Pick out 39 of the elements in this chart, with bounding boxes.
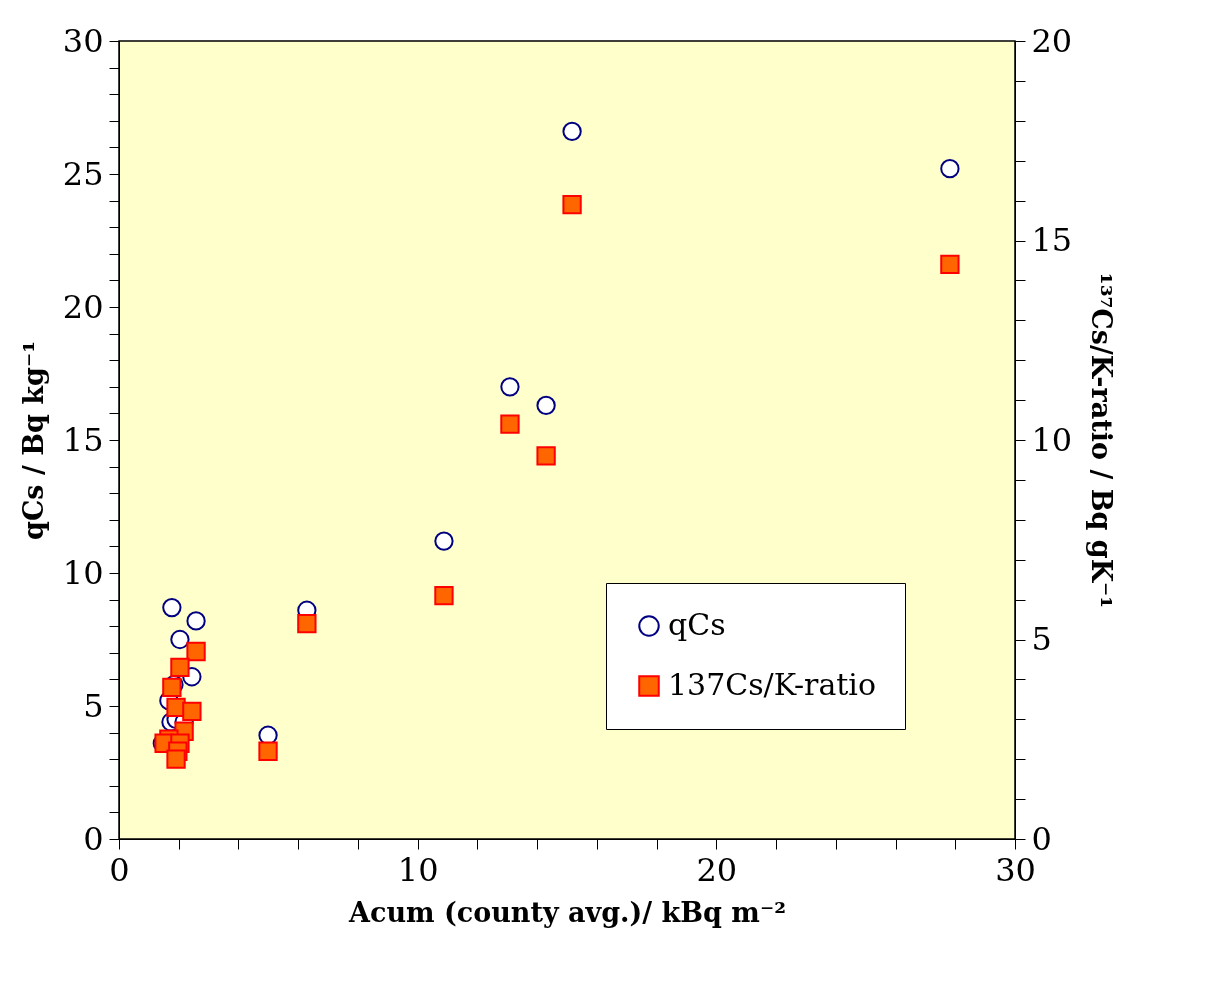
y-tick-label: 15 [62, 420, 104, 459]
point [536, 395, 556, 416]
y2-tick-label: 5 [1031, 620, 1052, 658]
y2-tick-label: 20 [1031, 21, 1073, 60]
point [940, 159, 960, 179]
point [182, 701, 202, 721]
y2-tick-label: 15 [1031, 221, 1073, 259]
point [500, 377, 520, 397]
x-axis-title: Acum (county avg.)/ kBq m⁻² [348, 896, 786, 928]
x-tick-label: 10 [397, 850, 439, 889]
y-tick-label: 5 [83, 686, 104, 725]
point [940, 254, 960, 275]
point [258, 741, 278, 761]
point [297, 613, 317, 634]
point [434, 531, 454, 551]
point [562, 194, 582, 215]
y-tick-label: 10 [62, 553, 104, 592]
point [166, 749, 186, 769]
y-tick-label: 25 [62, 154, 104, 193]
y-axis-title: qCs / Bq kg⁻¹ [17, 341, 49, 540]
point [162, 597, 182, 618]
x-tick-label: 0 [109, 850, 130, 889]
point [170, 657, 190, 678]
point [536, 446, 556, 466]
point [258, 725, 278, 745]
point [434, 585, 454, 606]
point [186, 611, 206, 631]
y2-axis-title: ¹³⁷Cs/K-ratio / Bq gK⁻¹ [1086, 272, 1118, 609]
point [170, 629, 190, 650]
y-tick-label: 0 [83, 819, 104, 858]
point [562, 121, 582, 142]
y-tick-label: 20 [62, 287, 104, 326]
y-tick-label: 30 [62, 21, 104, 60]
point [186, 641, 206, 662]
x-tick-label: 20 [696, 850, 738, 889]
legend-label: 137Cs/K-ratio [668, 667, 877, 702]
point [500, 414, 520, 434]
y2-tick-label: 10 [1031, 420, 1073, 459]
legend-label: qCs [668, 607, 726, 642]
